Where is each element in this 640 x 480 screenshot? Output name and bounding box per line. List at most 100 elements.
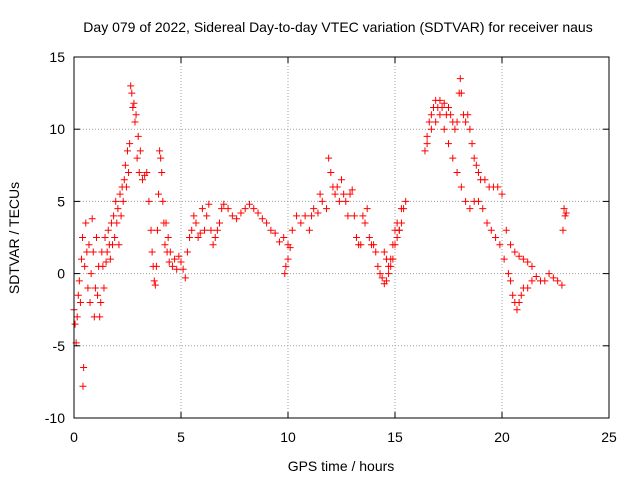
data-point	[385, 262, 393, 270]
data-point	[116, 190, 124, 198]
data-point	[374, 262, 382, 270]
data-point	[462, 118, 470, 126]
data-point	[220, 200, 228, 208]
data-point	[166, 248, 174, 256]
data-point	[110, 212, 118, 220]
data-point	[271, 229, 279, 237]
data-point	[94, 291, 102, 299]
data-point	[532, 272, 540, 280]
data-point	[84, 284, 92, 292]
data-point	[325, 154, 333, 162]
data-point	[129, 104, 137, 112]
data-point	[115, 241, 123, 249]
data-point	[365, 234, 373, 241]
data-point	[86, 298, 94, 306]
data-point	[237, 209, 245, 217]
data-point	[372, 248, 380, 256]
data-point	[500, 255, 508, 263]
data-point	[340, 190, 348, 198]
data-point	[80, 363, 88, 371]
data-point	[148, 248, 156, 256]
data-point	[147, 226, 155, 234]
data-point	[462, 197, 470, 205]
data-point	[350, 212, 358, 220]
data-point	[162, 219, 170, 227]
data-point	[498, 190, 506, 198]
data-point	[88, 215, 96, 223]
data-point	[554, 277, 562, 285]
data-point	[111, 234, 119, 241]
data-point	[453, 118, 461, 126]
data-point	[128, 89, 136, 97]
data-point	[117, 212, 125, 220]
x-tick-label: 20	[494, 429, 510, 445]
data-point	[436, 111, 444, 119]
data-point	[263, 219, 271, 227]
data-point	[559, 226, 567, 234]
x-tick-label: 25	[601, 429, 617, 445]
data-point	[83, 248, 91, 256]
y-tick-label: 10	[49, 121, 65, 137]
data-point	[76, 298, 84, 306]
data-point	[338, 176, 345, 184]
data-point	[113, 219, 121, 227]
data-point	[519, 255, 527, 263]
data-point	[138, 176, 146, 184]
plot-frame	[73, 56, 610, 419]
data-point	[385, 270, 393, 278]
y-tick-label: -5	[53, 338, 66, 354]
data-point	[152, 262, 160, 270]
data-point	[109, 241, 117, 249]
data-point	[188, 226, 196, 234]
data-point	[177, 258, 185, 266]
data-point	[447, 111, 455, 119]
grid	[74, 57, 609, 418]
data-point	[186, 234, 194, 241]
data-point	[561, 212, 569, 220]
data-point	[102, 258, 110, 266]
data-point	[85, 241, 93, 249]
data-point	[331, 190, 339, 198]
data-point	[445, 104, 452, 112]
axis-ticks: 0 5 10 15 20 25 -10 -5 0 5 10 15	[45, 49, 617, 445]
data-point	[511, 248, 519, 256]
data-point	[370, 241, 378, 249]
data-point	[297, 219, 305, 227]
data-point	[79, 382, 87, 390]
data-point	[164, 234, 172, 241]
data-point	[524, 284, 532, 292]
data-point	[438, 104, 446, 112]
data-point	[145, 197, 153, 205]
chart-title: Day 079 of 2022, Sidereal Day-to-day VTE…	[83, 19, 592, 35]
data-point	[134, 132, 142, 140]
data-point	[359, 212, 367, 220]
x-tick-label: 10	[280, 429, 296, 445]
data-point	[395, 226, 403, 234]
data-point	[91, 284, 99, 292]
data-point	[233, 215, 241, 223]
data-point	[135, 169, 143, 177]
data-point	[524, 258, 532, 266]
data-point	[218, 205, 226, 213]
data-point	[440, 99, 448, 107]
data-point	[466, 125, 474, 133]
data-point	[449, 154, 457, 162]
x-tick-label: 15	[387, 429, 403, 445]
data-point	[74, 291, 82, 299]
data-point	[346, 190, 354, 198]
data-point	[254, 209, 262, 217]
data-point	[474, 169, 482, 177]
data-point	[228, 212, 236, 220]
data-point	[440, 125, 448, 133]
data-point	[509, 291, 517, 299]
data-point	[211, 234, 219, 241]
data-point	[421, 147, 429, 155]
data-point	[130, 99, 138, 107]
data-point	[77, 255, 85, 263]
data-point	[161, 241, 169, 249]
data-point	[314, 209, 322, 217]
data-point	[423, 140, 431, 148]
data-point	[179, 265, 187, 273]
data-point	[92, 234, 100, 241]
data-point	[308, 212, 316, 220]
